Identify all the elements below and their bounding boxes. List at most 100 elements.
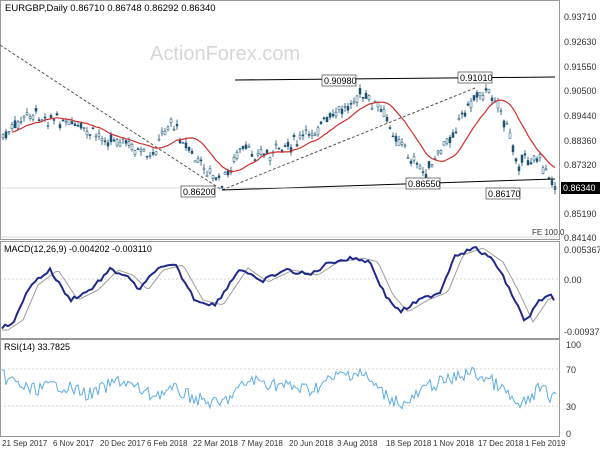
x-tick: 7 May 2018 (241, 439, 283, 448)
candle-body (217, 175, 221, 179)
candle-body (250, 154, 254, 157)
candle-body (472, 95, 476, 101)
candle-body (454, 131, 458, 134)
price-tick: 0.85190 (564, 209, 597, 219)
moving-average-line (11, 99, 556, 173)
candle-body (490, 97, 494, 101)
candle-body (301, 134, 305, 137)
candle-body (451, 132, 455, 138)
candle-body (388, 127, 392, 129)
candle-body (46, 125, 50, 127)
candle-body (100, 138, 104, 141)
annotation-label: 0.86550 (408, 179, 441, 189)
candle-body (358, 88, 362, 95)
watermark: ActionForex.com (150, 43, 300, 65)
candle-body (34, 108, 38, 112)
price-tick: 0.92630 (564, 37, 597, 47)
candle-body (58, 124, 62, 129)
candle-body (445, 138, 449, 144)
x-tick: 3 Aug 2018 (337, 439, 378, 448)
price-annotations: 0.90980 0.91010 0.86200 0.86550 0.86170 (180, 71, 521, 200)
candle-body (163, 130, 167, 135)
macd-panel-frame (0, 241, 560, 339)
candle-body (259, 149, 263, 155)
x-axis-labels: 21 Sep 2017 6 Nov 2017 20 Dec 2017 6 Feb… (2, 439, 566, 448)
last-price-tag (561, 182, 600, 194)
macd-line (1, 245, 555, 330)
candle-body (22, 115, 26, 118)
candle-body (523, 153, 527, 156)
annotation-label: 0.86170 (488, 189, 521, 199)
candle-body (109, 134, 113, 142)
candle-body (439, 150, 443, 154)
annotation-label: 0.90980 (324, 76, 357, 86)
candle-body (19, 121, 23, 123)
candle-body (541, 167, 545, 174)
candle-body (97, 133, 101, 137)
macd-tick: 0.005367 (564, 245, 600, 255)
candle-body (193, 160, 197, 163)
candle-body (223, 172, 227, 175)
candle-body (91, 127, 95, 130)
candle-body (430, 164, 434, 167)
candle-body (124, 140, 128, 144)
candle-body (412, 156, 416, 162)
candle-body (88, 134, 92, 136)
candle-body (517, 166, 521, 172)
price-tick: 0.90500 (564, 86, 597, 96)
candle-body (76, 125, 80, 127)
candle-body (130, 144, 134, 150)
price-tick: 0.84140 (564, 233, 597, 243)
candle-body (274, 143, 278, 146)
price-tick: 0.87320 (564, 160, 597, 170)
candle-body (370, 107, 374, 110)
candle-body (184, 142, 188, 149)
candle-body (343, 106, 347, 108)
candle-body (382, 109, 386, 117)
candle-body (211, 175, 215, 179)
annotation-label: 0.86200 (183, 187, 216, 197)
candle-body (172, 128, 176, 131)
candle-body (550, 180, 554, 185)
candle-body (331, 113, 335, 117)
candle-body (145, 155, 149, 158)
fe-label: FE 100.0 (532, 228, 565, 237)
candle-body (205, 174, 209, 177)
candle-body (238, 148, 242, 151)
x-tick: 21 Sep 2017 (2, 439, 48, 448)
candle-body (139, 149, 143, 152)
candle-body (292, 134, 296, 137)
x-tick: 20 Jun 2018 (289, 439, 334, 448)
symbol-line: EURGBP,Daily 0.86710 0.86748 0.86292 0.8… (5, 3, 216, 14)
candle-body (397, 139, 401, 146)
price-panel-frame (0, 0, 560, 240)
macd-tick: 0.00 (564, 275, 582, 285)
candle-body (325, 116, 329, 123)
rsi-line (1, 366, 557, 410)
candle-body (394, 135, 398, 142)
candle-body (199, 159, 203, 162)
candle-body (55, 113, 59, 116)
candle-body (187, 146, 191, 151)
macd-label: MACD(12,26,9) -0.004202 -0.003110 (4, 244, 152, 254)
candle-body (460, 112, 464, 115)
candle-body (415, 162, 419, 165)
candle-body (166, 126, 170, 131)
candle-body (127, 141, 131, 146)
candle-body (160, 131, 164, 134)
candle-body (106, 142, 110, 147)
candle-body (328, 113, 332, 118)
candle-body (535, 158, 539, 162)
candle-body (43, 116, 47, 119)
candle-body (148, 155, 152, 157)
candle-body (265, 149, 269, 154)
candle-body (511, 145, 515, 153)
candle-body (16, 121, 20, 129)
x-tick: 1 Nov 2018 (433, 439, 474, 448)
candle-body (196, 158, 200, 163)
candle-body (64, 120, 68, 123)
candle-body (37, 119, 41, 121)
candle-body (268, 157, 272, 162)
candle-body (175, 123, 179, 127)
candle-body (4, 131, 8, 139)
